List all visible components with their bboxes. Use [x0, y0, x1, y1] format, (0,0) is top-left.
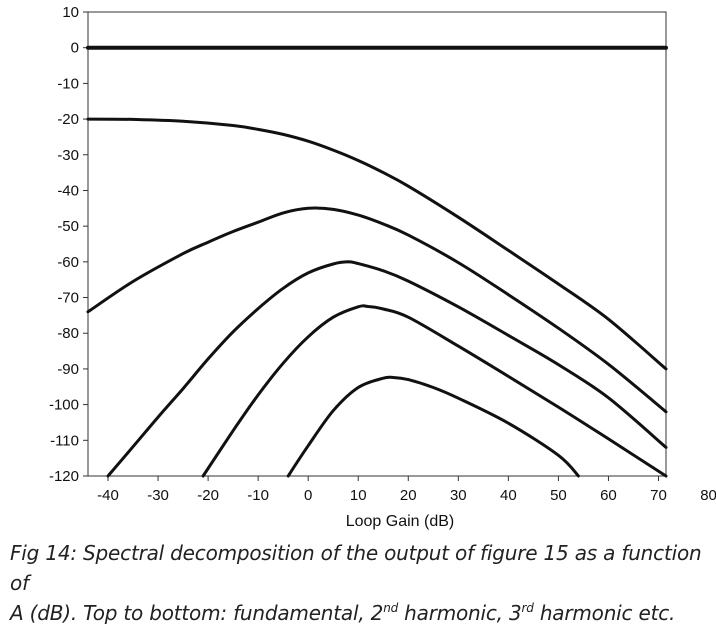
x-tick-label: -40	[97, 487, 119, 504]
y-tick-label: -50	[57, 218, 79, 235]
y-axis: 10 0 -10 -20 -30 -40 -50 -60 -70 -80 -90 -100 -110 -1…	[49, 4, 88, 485]
y-tick-label: -100	[49, 397, 79, 414]
caption-line-2-a: A (dB). Top to bottom: fundamental, 2	[10, 601, 384, 625]
series-line-4	[106, 260, 668, 478]
x-tick-label: 70	[650, 487, 667, 504]
x-tick-label: -10	[247, 487, 269, 504]
y-tick-label: -70	[57, 290, 79, 307]
x-tick-label: 80	[700, 487, 716, 504]
series-line-6	[286, 375, 580, 478]
x-axis: -40 -30 -20 -10 0 10 20 30 40 50 60 70 80	[97, 476, 716, 504]
x-tick-label: -30	[147, 487, 169, 504]
caption-line-2-c: harmonic etc.	[533, 601, 676, 625]
y-tick-label: -30	[57, 147, 79, 164]
caption-line-1: Fig 14: Spectral decomposition of the ou…	[10, 541, 702, 595]
x-tick-label: 40	[500, 487, 517, 504]
y-tick-label: -10	[57, 75, 79, 92]
superscript-rd: rd	[521, 601, 534, 615]
y-tick-label: -80	[57, 325, 79, 342]
x-tick-label: 60	[600, 487, 617, 504]
y-tick-label: -60	[57, 254, 79, 271]
spectral-decomposition-chart: 100-10-20-30-40-50-60-70-80-90-100-110-1…	[49, 4, 716, 530]
x-tick-label: 50	[550, 487, 567, 504]
x-tick-label: 0	[304, 487, 312, 504]
series-line-5	[201, 304, 668, 478]
y-tick-label: -20	[57, 111, 79, 128]
x-tick-label: 10	[350, 487, 367, 504]
series-line-3	[86, 206, 668, 414]
x-tick-label: 30	[450, 487, 467, 504]
caption-line-2-b: harmonic, 3	[398, 601, 522, 625]
figure-caption: Fig 14: Spectral decomposition of the ou…	[10, 538, 714, 628]
y-tick-label: -90	[57, 361, 79, 378]
y-tick-label: -110	[50, 432, 79, 449]
y-tick-label: 0	[71, 40, 79, 57]
y-tick-label: -40	[57, 182, 79, 199]
series-line-2	[86, 117, 668, 371]
x-tick-label: -20	[197, 487, 219, 504]
x-tick-label: 20	[400, 487, 417, 504]
superscript-nd: nd	[383, 601, 399, 615]
x-axis-label: Loop Gain (dB)	[346, 513, 455, 530]
caption-line-2: A (dB). Top to bottom: fundamental, 2nd …	[10, 598, 714, 628]
plot-frame	[87, 11, 667, 477]
series-layer	[86, 45, 668, 478]
y-tick-label: 10	[62, 4, 79, 21]
y-tick-label: -120	[49, 468, 79, 485]
